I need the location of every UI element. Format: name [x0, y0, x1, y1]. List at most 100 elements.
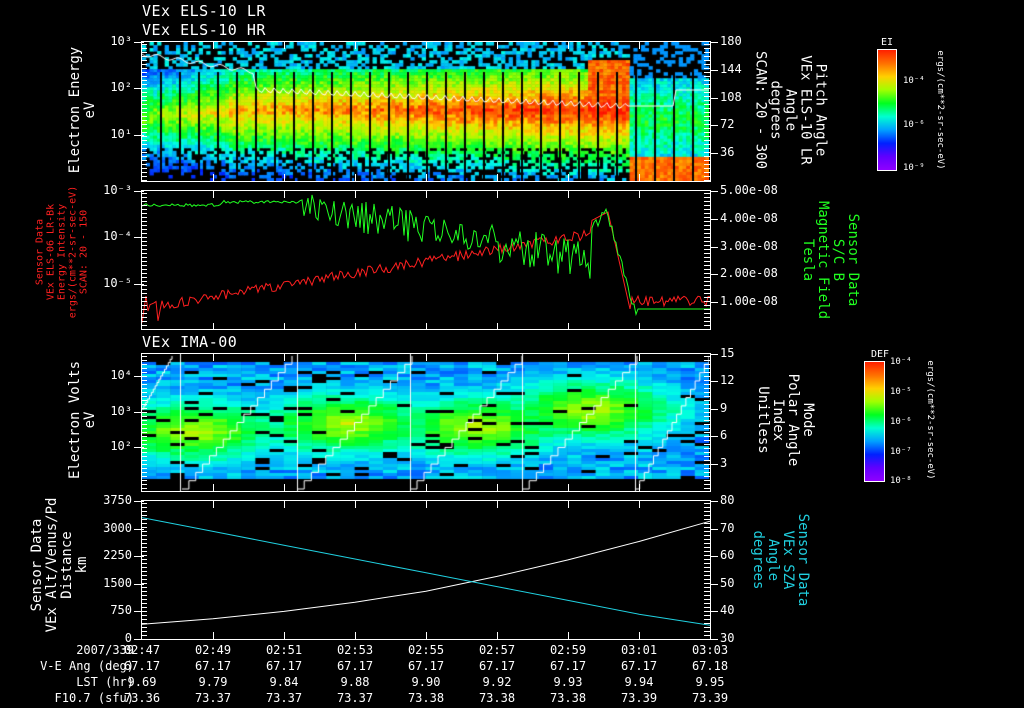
axis-tick-mark [134, 42, 144, 43]
axis-tick-mark [704, 515, 710, 516]
axis-tick-mark [704, 464, 710, 465]
axis-tick-mark [142, 68, 147, 69]
axis-tick-mark [142, 619, 147, 620]
axis-tick-mark [710, 583, 718, 585]
axis-tick-mark [704, 92, 710, 93]
axis-tick-mark [639, 501, 640, 508]
axis-tick-mark [142, 460, 147, 461]
axis-tick-mark [704, 285, 710, 286]
axis-tick-mark [142, 168, 147, 169]
right-tick-label: 2.00e-08 [720, 266, 778, 281]
axis-tick-mark [704, 88, 710, 89]
axis-tick-mark [142, 140, 147, 141]
axis-tick-mark [704, 44, 710, 45]
axis-tick-mark [704, 611, 710, 612]
footer-cell-f107: 73.38 [478, 691, 516, 705]
axis-tick-mark [142, 205, 147, 206]
axis-tick-mark [142, 519, 147, 520]
footer-cell-times: 02:51 [265, 643, 303, 657]
axis-tick-mark [142, 277, 147, 278]
axis-tick-mark [142, 468, 147, 469]
axis-tick-mark [704, 392, 710, 393]
axis-tick-mark [142, 472, 147, 473]
footer-row-label: V-E Ang (deg) [40, 659, 134, 673]
axis-tick-mark [142, 356, 147, 357]
axis-tick-mark [639, 484, 640, 491]
axis-tick-mark [142, 152, 147, 153]
axis-tick-mark [142, 124, 147, 125]
axis-tick-mark [142, 539, 147, 540]
axis-tick-mark [639, 323, 640, 330]
axis-tick-mark [704, 237, 710, 238]
axis-tick-mark [142, 503, 147, 504]
axis-tick-mark [142, 412, 147, 413]
axis-tick-mark [142, 416, 147, 417]
axis-tick-mark [704, 567, 710, 568]
axis-tick-mark [704, 635, 710, 636]
axis-tick-mark [142, 507, 147, 508]
axis-tick-mark [142, 464, 147, 465]
axis-tick-mark [704, 360, 710, 361]
axis-tick-mark [142, 156, 147, 157]
axis-tick-mark [142, 180, 147, 181]
axis-tick-mark [142, 265, 147, 266]
axis-tick-mark [704, 128, 710, 129]
axis-tick-mark [142, 148, 147, 149]
axis-tick-mark [142, 380, 147, 381]
els-colorbar [877, 49, 897, 171]
axis-tick-mark [704, 583, 710, 584]
footer-cell-times: 02:59 [549, 643, 587, 657]
axis-tick-mark [142, 225, 147, 226]
axis-tick-mark [704, 60, 710, 61]
footer-cell-lst: 9.94 [624, 675, 654, 689]
ima-plot-frame [141, 353, 711, 492]
axis-tick-mark [704, 132, 710, 133]
axis-tick-mark [710, 528, 718, 530]
axis-tick-mark [142, 84, 147, 85]
axis-tick-mark [704, 444, 710, 445]
footer-cell-times: 02:47 [123, 643, 161, 657]
right-tick-label: 108 [720, 89, 742, 104]
axis-tick-mark [142, 567, 147, 568]
axis-tick-mark [704, 396, 710, 397]
axis-tick-mark [704, 416, 710, 417]
axis-tick-mark [142, 237, 147, 238]
axis-tick-mark [704, 420, 710, 421]
axis-tick-mark [284, 323, 285, 330]
axis-tick-mark [704, 193, 710, 194]
axis-tick-mark [142, 436, 147, 437]
axis-tick-mark [704, 281, 710, 282]
axis-tick-mark [426, 354, 427, 361]
axis-tick-mark [142, 213, 147, 214]
axis-tick-mark [142, 160, 147, 161]
axis-tick-mark [142, 269, 147, 270]
axis-tick-mark [704, 112, 710, 113]
axis-tick-mark [704, 440, 710, 441]
axis-tick-mark [142, 444, 147, 445]
axis-tick-mark [704, 136, 710, 137]
axis-tick-mark [284, 354, 285, 361]
axis-tick-mark [142, 164, 147, 165]
axis-tick-mark [704, 460, 710, 461]
axis-tick-mark [704, 217, 710, 218]
axis-tick-mark [142, 100, 147, 101]
axis-tick-mark [704, 547, 710, 548]
axis-tick-mark [704, 599, 710, 600]
axis-tick-mark [704, 245, 710, 246]
axis-tick-mark [704, 253, 710, 254]
axis-tick-mark [497, 501, 498, 508]
axis-tick-mark [142, 88, 147, 89]
footer-row-label: 2007/339 [76, 643, 134, 657]
axis-tick-mark [134, 237, 144, 239]
axis-tick-mark [704, 289, 710, 290]
footer-cell-lst: 9.93 [553, 675, 583, 689]
axis-tick-mark [142, 201, 147, 202]
axis-tick-mark [704, 293, 710, 294]
axis-tick-mark [134, 528, 144, 530]
axis-tick-mark [426, 174, 427, 181]
axis-tick-mark [710, 153, 718, 155]
axis-tick-mark [704, 313, 710, 314]
ima-colorbar-units: ergs/(cm**2-sr-sec-eV) [925, 360, 935, 480]
axis-tick-mark [704, 104, 710, 105]
axis-tick-mark [142, 64, 147, 65]
